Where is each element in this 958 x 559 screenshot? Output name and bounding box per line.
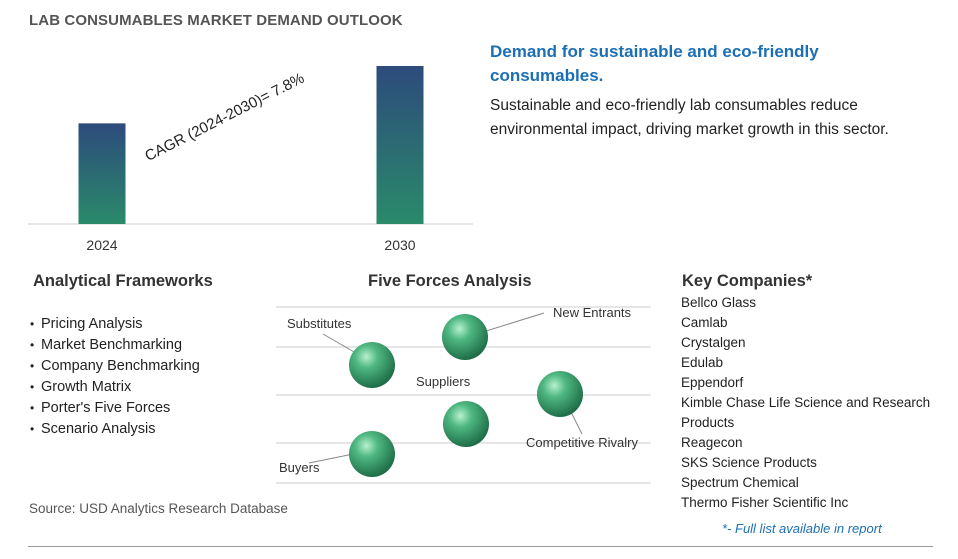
bullet-icon: • [30,338,35,352]
list-item: • Pricing Analysis [30,314,200,335]
sphere-suppliers [443,401,489,447]
sphere-new-entrants [442,314,488,360]
label-competitive-rivalry: Competitive Rivalry [526,435,638,450]
headline: Demand for sustainable and eco-friendly … [490,42,819,85]
list-item: Spectrum Chemical [681,475,799,490]
list-item: Eppendorf [681,375,744,390]
page-title: LAB CONSUMABLES MARKET DEMAND OUTLOOK [29,12,403,29]
list-item: Kimble Chase Life Science and Research P… [681,395,931,430]
key-companies-list: Bellco Glass Camlab Crystalgen Edulab Ep… [681,293,951,513]
description: Sustainable and eco-friendly lab consuma… [490,97,889,138]
five-forces-diagram: Substitutes New Entrants Suppliers Compe… [276,305,651,484]
label-suppliers: Suppliers [416,374,471,389]
list-item: • Growth Matrix [30,377,200,398]
sphere-substitutes [349,342,395,388]
list-item: Reagecon [681,435,743,450]
label-new-entrants: New Entrants [553,305,632,320]
analytical-frameworks-list: • Pricing Analysis • Market Benchmarking •… [30,314,200,440]
bar-2024 [78,123,126,224]
bullet-icon: • [30,401,35,415]
list-item: • Market Benchmarking [30,335,200,356]
bullet-icon: • [30,380,35,394]
source-note: Source: USD Analytics Research Database [29,501,288,516]
divider [28,546,933,547]
label-buyers: Buyers [279,460,320,475]
five-forces-title: Five Forces Analysis [368,272,532,290]
list-item: • Company Benchmarking [30,356,200,377]
bullet-icon: • [30,317,35,331]
tick-label-2030: 2030 [384,237,415,253]
bar-2030 [376,66,424,224]
sphere-competitive-rivalry [537,371,583,417]
bar-chart: 2024 2030 [28,66,473,253]
list-item: Edulab [681,355,724,370]
full-list-note: *- Full list available in report [722,521,882,536]
bullet-icon: • [30,359,35,373]
list-item: Camlab [681,315,728,330]
bullet-icon: • [30,422,35,436]
list-item: • Porter's Five Forces [30,398,200,419]
list-item: Crystalgen [681,335,746,350]
tick-label-2024: 2024 [86,237,117,253]
sphere-buyers [349,431,395,477]
analytical-frameworks-title: Analytical Frameworks [33,272,213,290]
list-item: Thermo Fisher Scientific Inc [681,495,849,510]
list-item: Bellco Glass [681,295,757,310]
label-substitutes: Substitutes [287,316,352,331]
key-companies-title: Key Companies* [682,272,813,290]
list-item: • Scenario Analysis [30,419,200,440]
list-item: SKS Science Products [681,455,817,470]
